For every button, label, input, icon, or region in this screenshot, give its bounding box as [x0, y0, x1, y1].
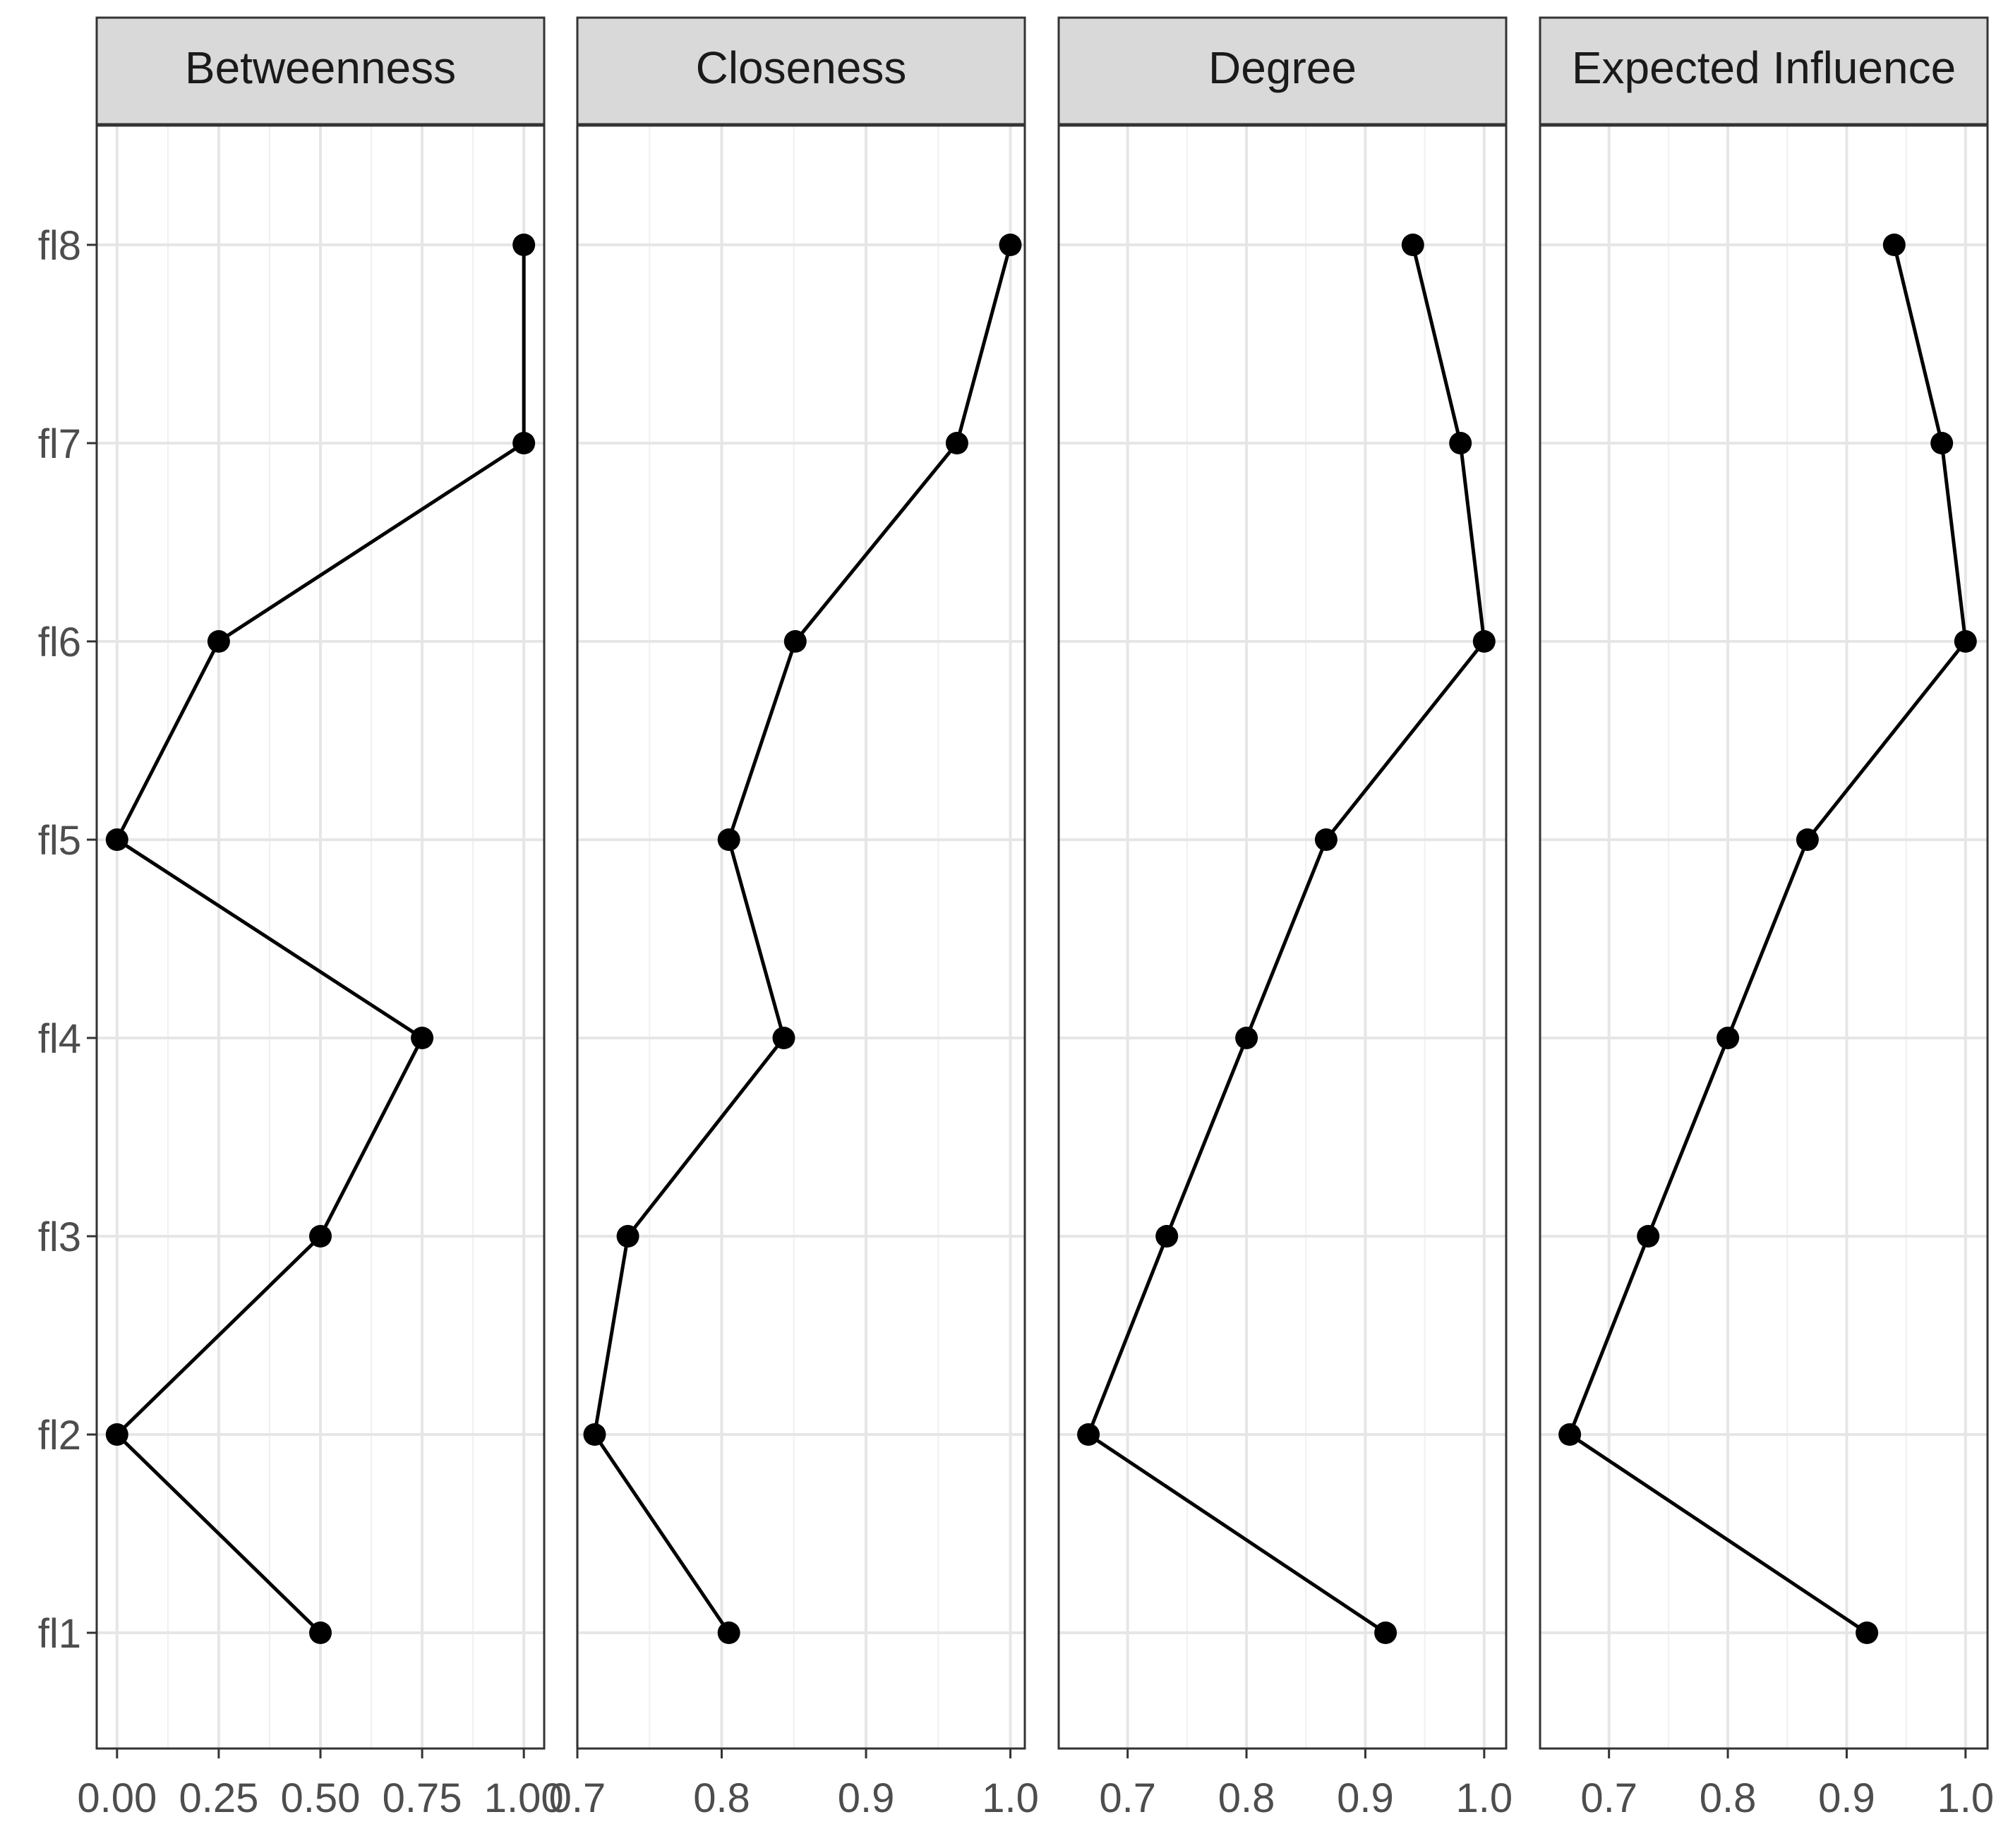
- data-point: [1472, 630, 1496, 653]
- panel-background: [577, 126, 1025, 1749]
- x-tick-label: 0.9: [838, 1775, 895, 1821]
- series-line: [1568, 244, 1968, 1635]
- data-point: [717, 1621, 740, 1644]
- facet-strip: [95, 16, 546, 126]
- y-tick-label: fl7: [38, 421, 81, 467]
- data-point: [945, 432, 968, 454]
- data-point: [309, 1225, 332, 1248]
- data-point: [1882, 234, 1906, 256]
- x-tick-label: 1.00: [484, 1775, 564, 1821]
- data-point: [1077, 1423, 1100, 1446]
- data-point: [616, 1225, 639, 1248]
- y-tick-label: fl4: [38, 1016, 81, 1062]
- data-point: [512, 234, 536, 256]
- data-point: [411, 1027, 434, 1049]
- data-point: [1796, 828, 1819, 851]
- panel-border: [1539, 124, 1989, 1750]
- y-tick-label: fl8: [38, 223, 81, 269]
- data-point: [1717, 1027, 1740, 1049]
- data-point: [1314, 828, 1337, 851]
- data-point: [309, 1621, 332, 1644]
- data-point: [105, 1423, 128, 1446]
- x-tick-label: 0.50: [281, 1775, 361, 1821]
- x-tick-label: 0.7: [1580, 1775, 1637, 1821]
- facet-strip: [1539, 16, 1989, 126]
- x-tick-label: 1.0: [1937, 1775, 1995, 1821]
- x-tick-label: 0.25: [179, 1775, 258, 1821]
- x-tick-label: 0.9: [1337, 1775, 1394, 1821]
- data-point: [512, 432, 536, 454]
- data-point: [1558, 1423, 1582, 1446]
- x-tick-label: 1.0: [1456, 1775, 1513, 1821]
- x-tick-label: 0.7: [549, 1775, 606, 1821]
- panel-border: [576, 124, 1026, 1750]
- data-point: [105, 828, 128, 851]
- data-point: [1449, 432, 1472, 454]
- data-point: [1374, 1621, 1397, 1644]
- data-point: [717, 828, 740, 851]
- facet-title: Degree: [1208, 42, 1357, 93]
- facet-title: Betweenness: [185, 42, 456, 93]
- series-line: [593, 244, 1012, 1634]
- data-point: [1637, 1225, 1660, 1248]
- facet-title: Closeness: [696, 42, 907, 93]
- x-tick-label: 0.7: [1099, 1775, 1156, 1821]
- data-point: [1856, 1621, 1879, 1644]
- data-point: [772, 1027, 795, 1049]
- y-tick-label: fl1: [38, 1611, 81, 1657]
- x-tick-label: 0.8: [1218, 1775, 1275, 1821]
- data-point: [1235, 1027, 1258, 1049]
- panel-border: [1057, 124, 1508, 1750]
- x-tick-label: 0.00: [77, 1775, 157, 1821]
- x-tick-label: 0.8: [1700, 1775, 1757, 1821]
- x-tick-label: 0.75: [383, 1775, 462, 1821]
- facet-title: Expected Influence: [1572, 42, 1956, 93]
- data-point: [783, 630, 807, 653]
- data-point: [1930, 432, 1954, 454]
- x-tick-label: 1.0: [982, 1775, 1039, 1821]
- panel-background: [1540, 126, 1988, 1749]
- y-tick-label: fl2: [38, 1413, 81, 1459]
- series-line: [1086, 244, 1486, 1635]
- data-point: [207, 630, 230, 653]
- facet-strip: [1057, 16, 1508, 126]
- y-tick-label: fl3: [38, 1214, 81, 1260]
- data-point: [1155, 1225, 1179, 1248]
- data-point: [1954, 630, 1977, 653]
- panel-background: [1059, 126, 1506, 1749]
- series-line: [115, 245, 526, 1634]
- x-tick-label: 0.8: [693, 1775, 750, 1821]
- x-tick-label: 0.9: [1818, 1775, 1875, 1821]
- y-tick-label: fl6: [38, 620, 81, 665]
- y-tick-label: fl5: [38, 818, 81, 864]
- data-point: [583, 1423, 606, 1446]
- data-point: [1401, 234, 1424, 256]
- facet-strip: [576, 16, 1026, 126]
- data-point: [999, 234, 1022, 256]
